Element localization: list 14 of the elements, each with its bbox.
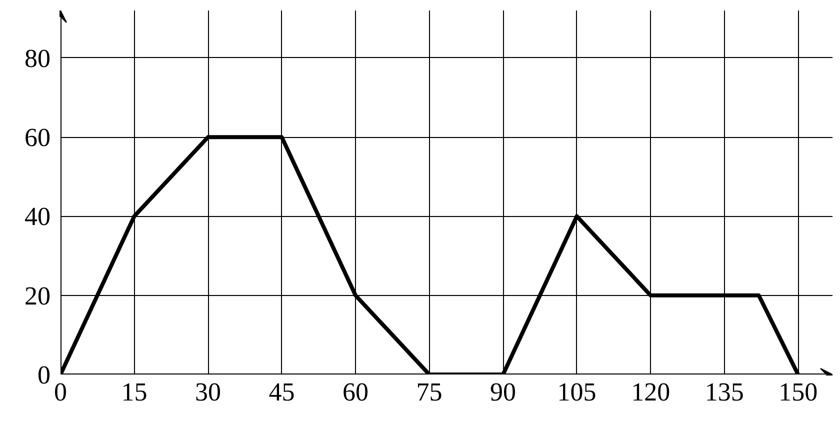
x-tick-label: 120: [631, 378, 670, 406]
y-tick-label: 80: [24, 44, 50, 73]
x-tick-label: 135: [704, 378, 744, 406]
y-tick-label: 60: [24, 123, 50, 152]
x-tick-label: 30: [195, 378, 222, 406]
x-tick-label: 75: [416, 378, 442, 406]
x-tick-label: 150: [778, 378, 818, 406]
y-tick-label: 40: [24, 202, 50, 232]
y-tick-label: 20: [24, 281, 50, 310]
x-tick-label: 105: [557, 378, 596, 406]
x-tick-label: 60: [342, 378, 369, 406]
x-tick-label: 90: [490, 378, 516, 406]
x-tick-label: 15: [121, 378, 148, 406]
x-tick-label: 45: [268, 378, 295, 406]
